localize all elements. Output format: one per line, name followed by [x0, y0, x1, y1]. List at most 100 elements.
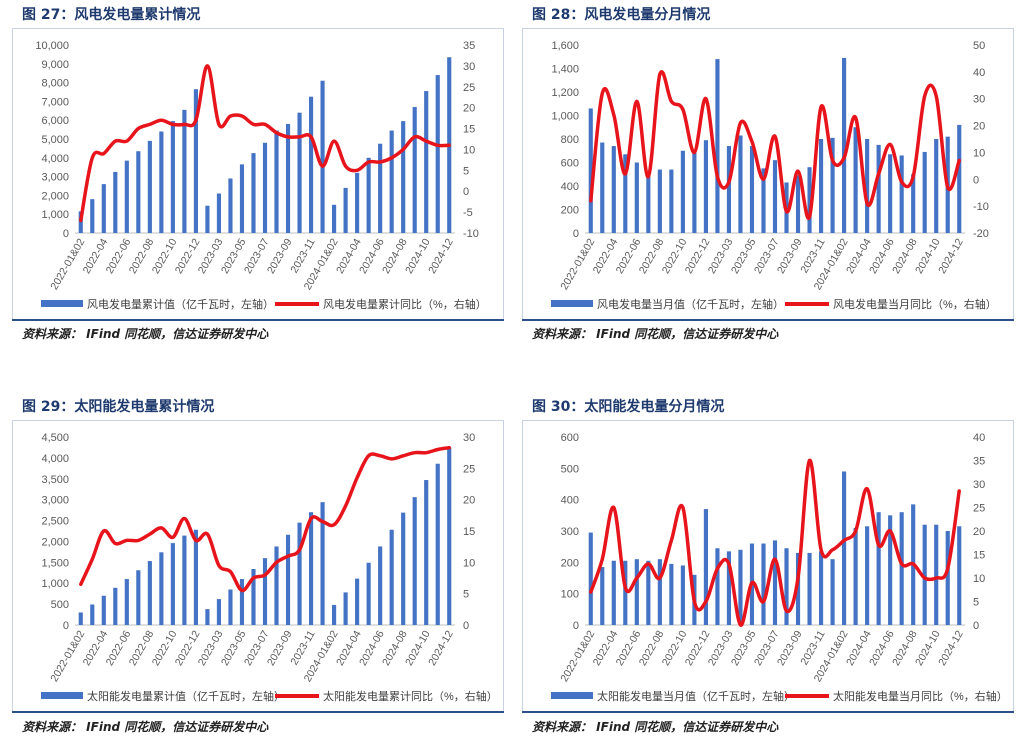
bar [634, 162, 639, 233]
bar [772, 160, 778, 233]
bar [818, 139, 824, 233]
bar [262, 142, 268, 233]
bar [308, 96, 314, 233]
panel-title-30: 图 30：太阳能发电量分月情况 [532, 399, 725, 415]
chart-solar-cumulative: 0 500 1,000 1,500 2,000 2,500 3,000 3,500 4,000 4… [41, 432, 498, 703]
bar [136, 151, 141, 233]
bar [297, 522, 302, 625]
x-axis-tick-label: 2022-01&02 [48, 236, 87, 292]
right-axis-tick-label: -10 [973, 201, 989, 213]
legend-swatch-bar [41, 300, 83, 307]
bar [343, 592, 348, 625]
bar [715, 59, 720, 233]
left-axis-tick-label: 0 [573, 228, 579, 240]
right-axis-tick-label: 15 [463, 124, 475, 136]
left-axis-tick-label: 500 [51, 599, 69, 611]
left-axis-tick-label: 1,500 [41, 557, 69, 569]
right-axis-tick-label: 40 [973, 67, 985, 79]
right-axis-tick-label: 0 [463, 186, 469, 198]
chart-solar-monthly: 0 100 200 300 400 500 600 0 5 10 15 20 25 30 35 40 2022-… [551, 432, 1008, 703]
bar [888, 515, 893, 625]
left-axis-tick-label: 200 [561, 205, 579, 217]
x-axis-tick-label: 2022-01&02 [558, 236, 597, 292]
bar [623, 154, 628, 233]
right-axis-tick-label: 40 [973, 432, 985, 444]
left-axis-tick-label: 200 [561, 557, 579, 569]
bar [182, 535, 187, 625]
right-axis-tick-label: 15 [463, 526, 475, 538]
source-note-28: 资料来源： IFind 同花顺，信达证券研发中心 [532, 327, 779, 341]
right-axis-tick-label: 20 [463, 103, 475, 115]
bar [795, 552, 801, 625]
bar [251, 153, 256, 233]
bar [285, 534, 291, 625]
bar [401, 512, 406, 625]
left-axis-tick-label: 400 [561, 495, 579, 507]
bar [228, 589, 233, 625]
right-axis-tick-label: 30 [973, 479, 985, 491]
bar [738, 135, 743, 233]
bar [355, 172, 360, 233]
bar [588, 532, 593, 625]
left-axis-tick-label: 4,000 [41, 453, 69, 465]
bar [761, 168, 766, 233]
bar [435, 75, 440, 233]
bar [343, 187, 348, 233]
line-series [589, 70, 961, 220]
bar [934, 524, 939, 625]
left-axis-tick-label: 7,000 [41, 96, 69, 108]
bar [680, 150, 685, 233]
left-axis-tick-label: 4,500 [41, 432, 69, 444]
bar [205, 609, 210, 625]
left-axis-tick-label: 1,400 [551, 64, 579, 76]
right-axis-tick-label: 30 [973, 94, 985, 106]
panel-title-28: 图 28：风电发电量分月情况 [532, 7, 711, 23]
bar [715, 548, 720, 625]
bar [807, 167, 812, 233]
bar [90, 199, 95, 233]
bar [634, 559, 639, 625]
bar [911, 174, 916, 233]
panel-title-27: 图 27：风电发电量累计情况 [22, 7, 201, 23]
bar [830, 559, 835, 625]
bar [147, 140, 152, 233]
bar [726, 146, 732, 233]
bar [703, 509, 708, 625]
bar [285, 123, 291, 233]
right-axis-tick-label: 0 [973, 174, 979, 186]
legend-swatch-bar [551, 692, 593, 699]
left-axis-tick-label: 500 [561, 463, 579, 475]
left-axis-tick-label: 1,200 [551, 87, 579, 99]
right-axis-tick-label: -5 [463, 207, 473, 219]
right-axis-tick-label: -10 [463, 228, 479, 240]
right-axis-tick-label: 20 [973, 526, 985, 538]
legend-label-line: 风电发电量累计同比（%，右轴） [323, 297, 487, 311]
left-axis-tick-label: 2,500 [41, 516, 69, 528]
bar [170, 121, 175, 233]
bar [193, 529, 198, 625]
bar [865, 139, 870, 233]
bar [853, 527, 858, 625]
panel-title-29: 图 29：太阳能发电量累计情况 [22, 399, 215, 415]
bar [308, 512, 314, 625]
bar [646, 171, 651, 233]
left-axis-tick-label: 0 [63, 620, 69, 632]
left-axis-tick-label: 1,000 [41, 578, 69, 590]
right-axis-tick-label: 30 [463, 432, 475, 444]
left-axis-tick-label: 3,000 [41, 172, 69, 184]
bar [378, 546, 383, 625]
chart-wind-monthly: 0 200 400 600 800 1,000 1,200 1,400 1,600 -20 -10 0… [551, 40, 997, 311]
bar [842, 57, 847, 233]
left-axis-tick-label: 1,600 [551, 40, 579, 52]
bar [680, 565, 685, 625]
bar [830, 137, 835, 233]
chart-frame-30: 0 100 200 300 400 500 600 0 5 10 15 20 25 30 35 40 2022-… [522, 420, 1014, 712]
legend-label-line: 太阳能发电量当月同比（%，右轴） [833, 689, 1008, 703]
bar [888, 154, 893, 233]
bar [124, 160, 129, 233]
bar [401, 121, 406, 233]
bar [205, 205, 210, 233]
bar [274, 546, 279, 625]
bar [922, 524, 927, 625]
divider-29 [12, 711, 504, 713]
